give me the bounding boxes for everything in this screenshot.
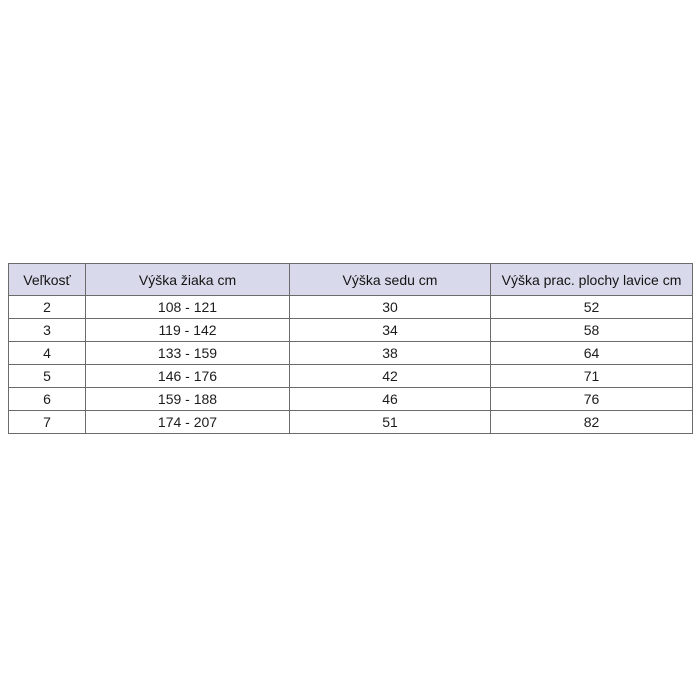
cell-seat-height: 30 xyxy=(289,295,491,319)
cell-desk-height: 76 xyxy=(490,387,693,411)
cell-desk-height: 71 xyxy=(490,364,693,388)
cell-desk-height: 64 xyxy=(490,341,693,365)
cell-pupil-height: 174 - 207 xyxy=(85,410,290,434)
cell-seat-height: 34 xyxy=(289,318,491,342)
cell-size: 2 xyxy=(8,295,86,319)
header-vyska-sedu: Výška sedu cm xyxy=(289,263,491,296)
table-row: 2 108 - 121 30 52 xyxy=(8,295,693,319)
cell-size: 6 xyxy=(8,387,86,411)
cell-size: 5 xyxy=(8,364,86,388)
cell-size: 3 xyxy=(8,318,86,342)
table-row: 3 119 - 142 34 58 xyxy=(8,318,693,342)
cell-seat-height: 42 xyxy=(289,364,491,388)
table-header-row: Veľkosť Výška žiaka cm Výška sedu cm Výš… xyxy=(8,263,693,296)
header-vyska-ziaka: Výška žiaka cm xyxy=(85,263,290,296)
cell-seat-height: 38 xyxy=(289,341,491,365)
cell-desk-height: 58 xyxy=(490,318,693,342)
cell-pupil-height: 159 - 188 xyxy=(85,387,290,411)
cell-pupil-height: 146 - 176 xyxy=(85,364,290,388)
size-chart-table: Veľkosť Výška žiaka cm Výška sedu cm Výš… xyxy=(8,263,693,434)
cell-pupil-height: 133 - 159 xyxy=(85,341,290,365)
cell-desk-height: 52 xyxy=(490,295,693,319)
cell-seat-height: 51 xyxy=(289,410,491,434)
cell-pupil-height: 119 - 142 xyxy=(85,318,290,342)
cell-pupil-height: 108 - 121 xyxy=(85,295,290,319)
header-velkost: Veľkosť xyxy=(8,263,86,296)
table-row: 7 174 - 207 51 82 xyxy=(8,410,693,434)
cell-size: 4 xyxy=(8,341,86,365)
cell-size: 7 xyxy=(8,410,86,434)
cell-desk-height: 82 xyxy=(490,410,693,434)
cell-seat-height: 46 xyxy=(289,387,491,411)
table-row: 5 146 - 176 42 71 xyxy=(8,364,693,388)
table-row: 6 159 - 188 46 76 xyxy=(8,387,693,411)
header-vyska-prac-plochy: Výška prac. plochy lavice cm xyxy=(490,263,693,296)
table-row: 4 133 - 159 38 64 xyxy=(8,341,693,365)
